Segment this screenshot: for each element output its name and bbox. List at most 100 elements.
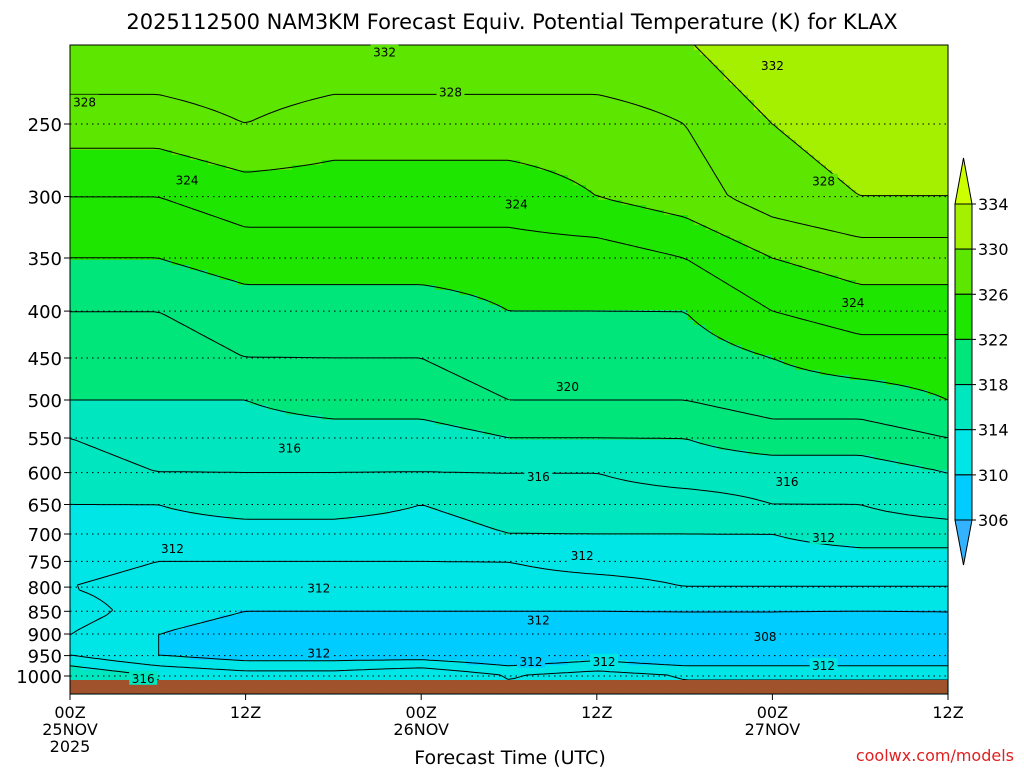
heatmap-cell — [796, 130, 803, 136]
heatmap-cell — [370, 120, 377, 126]
heatmap-cell — [490, 120, 497, 126]
heatmap-cell — [346, 100, 353, 106]
heatmap-cell — [874, 190, 881, 196]
heatmap-cell — [310, 100, 317, 106]
heatmap-cell — [724, 100, 731, 106]
heatmap-cell — [640, 135, 647, 141]
heatmap-cell — [88, 140, 95, 146]
heatmap-cell — [688, 170, 695, 176]
heatmap-cell — [790, 140, 797, 146]
heatmap-cell — [940, 130, 947, 136]
heatmap-cell — [940, 150, 947, 156]
heatmap-cell — [334, 205, 341, 211]
heatmap-cell — [646, 205, 653, 211]
heatmap-cell — [148, 125, 155, 131]
heatmap-cell — [736, 110, 743, 116]
heatmap-cell — [256, 185, 263, 191]
heatmap-cell — [874, 155, 881, 161]
heatmap-cell — [904, 135, 911, 141]
heatmap-cell — [562, 110, 569, 116]
heatmap-cell — [454, 115, 461, 121]
heatmap-cell — [940, 175, 947, 181]
heatmap-cell — [370, 160, 377, 166]
heatmap-cell — [328, 60, 335, 66]
heatmap-cell — [340, 75, 347, 81]
heatmap-cell — [532, 125, 539, 131]
heatmap-cell — [208, 115, 215, 121]
heatmap-cell — [370, 190, 377, 196]
heatmap-cell — [850, 180, 857, 186]
heatmap-cell — [220, 175, 227, 181]
heatmap-cell — [658, 125, 665, 131]
heatmap-cell — [940, 115, 947, 121]
heatmap-cell — [286, 95, 293, 101]
heatmap-cell — [340, 60, 347, 66]
heatmap-cell — [124, 105, 131, 111]
heatmap-cell — [382, 210, 389, 216]
heatmap-cell — [586, 130, 593, 136]
heatmap-cell — [124, 150, 131, 156]
heatmap-cell — [892, 105, 899, 111]
heatmap-cell — [400, 50, 407, 56]
heatmap-cell — [694, 130, 701, 136]
heatmap-cell — [676, 135, 683, 141]
heatmap-cell — [316, 140, 323, 146]
heatmap-cell — [130, 50, 137, 56]
heatmap-cell — [460, 130, 467, 136]
heatmap-cell — [610, 200, 617, 206]
heatmap-cell — [400, 55, 407, 61]
heatmap-cell — [262, 205, 269, 211]
heatmap-cell — [274, 185, 281, 191]
heatmap-cell — [784, 90, 791, 96]
heatmap-cell — [730, 105, 737, 111]
heatmap-cell — [502, 90, 509, 96]
heatmap-cell — [604, 155, 611, 161]
heatmap-cell — [436, 175, 443, 181]
heatmap-cell — [802, 110, 809, 116]
heatmap-cell — [106, 105, 113, 111]
heatmap-cell — [640, 165, 647, 171]
heatmap-cell — [580, 150, 587, 156]
heatmap-cell — [94, 210, 101, 216]
heatmap-cell — [742, 45, 749, 51]
heatmap-cell — [838, 190, 845, 196]
heatmap-cell — [112, 85, 119, 91]
heatmap-cell — [574, 60, 581, 66]
heatmap-cell — [742, 210, 749, 216]
heatmap-cell — [172, 85, 179, 91]
heatmap-cell — [622, 60, 629, 66]
heatmap-cell — [796, 175, 803, 181]
heatmap-cell — [106, 60, 113, 66]
heatmap-cell — [400, 85, 407, 91]
heatmap-cell — [724, 120, 731, 126]
heatmap-cell — [520, 190, 527, 196]
heatmap-cell — [910, 130, 917, 136]
heatmap-cell — [946, 170, 949, 176]
heatmap-cell — [934, 60, 941, 66]
heatmap-cell — [874, 60, 881, 66]
heatmap-cell — [598, 70, 605, 76]
heatmap-cell — [562, 95, 569, 101]
heatmap-cell — [910, 105, 917, 111]
heatmap-cell — [946, 200, 949, 206]
heatmap-cell — [934, 125, 941, 131]
heatmap-cell — [574, 45, 581, 51]
heatmap-cell — [322, 130, 329, 136]
heatmap-cell — [340, 120, 347, 126]
heatmap-cell — [598, 55, 605, 61]
heatmap-cell — [196, 205, 203, 211]
heatmap-cell — [706, 55, 713, 61]
heatmap-cell — [742, 120, 749, 126]
heatmap-cell — [364, 105, 371, 111]
heatmap-cell — [754, 175, 761, 181]
heatmap-cell — [238, 180, 245, 186]
heatmap-cell — [928, 155, 935, 161]
heatmap-cell — [190, 65, 197, 71]
heatmap-cell — [544, 175, 551, 181]
heatmap-cell — [766, 105, 773, 111]
heatmap-cell — [484, 210, 491, 216]
heatmap-cell — [394, 185, 401, 191]
heatmap-cell — [238, 205, 245, 211]
heatmap-cell — [346, 75, 353, 81]
heatmap-cell — [670, 75, 677, 81]
